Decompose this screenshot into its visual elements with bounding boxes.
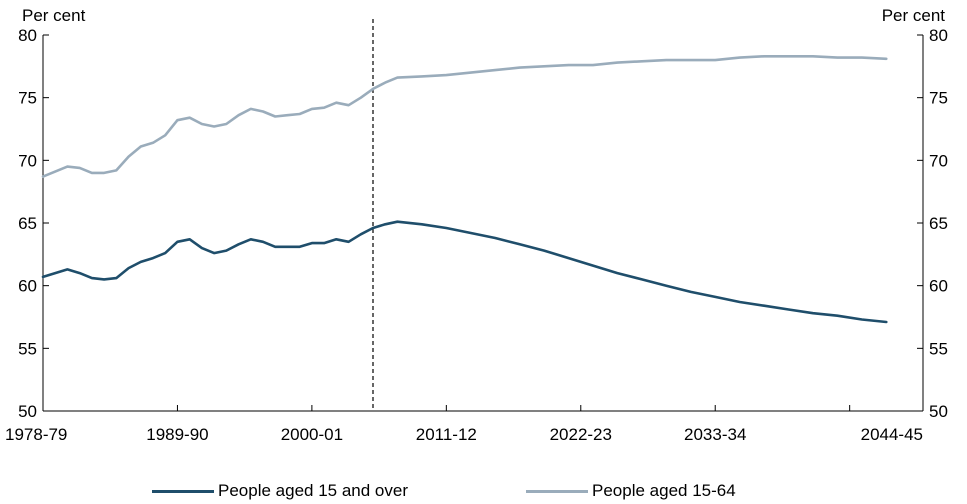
y-tick-label-left: 75 — [18, 89, 37, 108]
series-line-15-and-over — [41, 220, 888, 324]
y-tick-label-right: 50 — [929, 402, 948, 421]
y-tick-label-right: 65 — [929, 214, 948, 233]
legend-swatch-15-64 — [526, 489, 588, 493]
y-tick-label-right: 60 — [929, 277, 948, 296]
series-line-15-64 — [41, 55, 888, 178]
x-tick-label: 2011-12 — [416, 425, 477, 444]
x-tick-label: 1989-90 — [146, 425, 208, 444]
y-tick-label-left: 55 — [18, 339, 37, 358]
x-tick-label: 2022-23 — [550, 425, 612, 444]
y-tick-label-left: 70 — [18, 151, 37, 170]
legend-label-15-64: People aged 15-64 — [592, 481, 736, 500]
legend-label-15-and-over: People aged 15 and over — [218, 481, 408, 500]
left-axis-unit-label: Per cent — [22, 6, 86, 25]
legend-item-15-and-over: People aged 15 and over — [152, 481, 408, 501]
right-axis-unit-label: Per cent — [881, 6, 945, 25]
legend-item-15-64: People aged 15-64 — [526, 481, 736, 501]
y-tick-label-left: 80 — [18, 26, 37, 45]
y-tick-label-left: 65 — [18, 214, 37, 233]
y-tick-label-right: 80 — [929, 26, 948, 45]
y-tick-label-right: 55 — [929, 339, 948, 358]
y-tick-label-left: 60 — [18, 277, 37, 296]
y-tick-label-right: 70 — [929, 151, 948, 170]
x-tick-label: 2044-45 — [861, 425, 923, 444]
x-tick-label: 2000-01 — [281, 425, 343, 444]
y-tick-label-right: 75 — [929, 89, 948, 108]
y-tick-label-left: 50 — [18, 402, 37, 421]
x-tick-label: 1978-79 — [5, 425, 67, 444]
legend-swatch-15-and-over — [152, 489, 214, 493]
x-tick-label: 2033-34 — [684, 425, 746, 444]
